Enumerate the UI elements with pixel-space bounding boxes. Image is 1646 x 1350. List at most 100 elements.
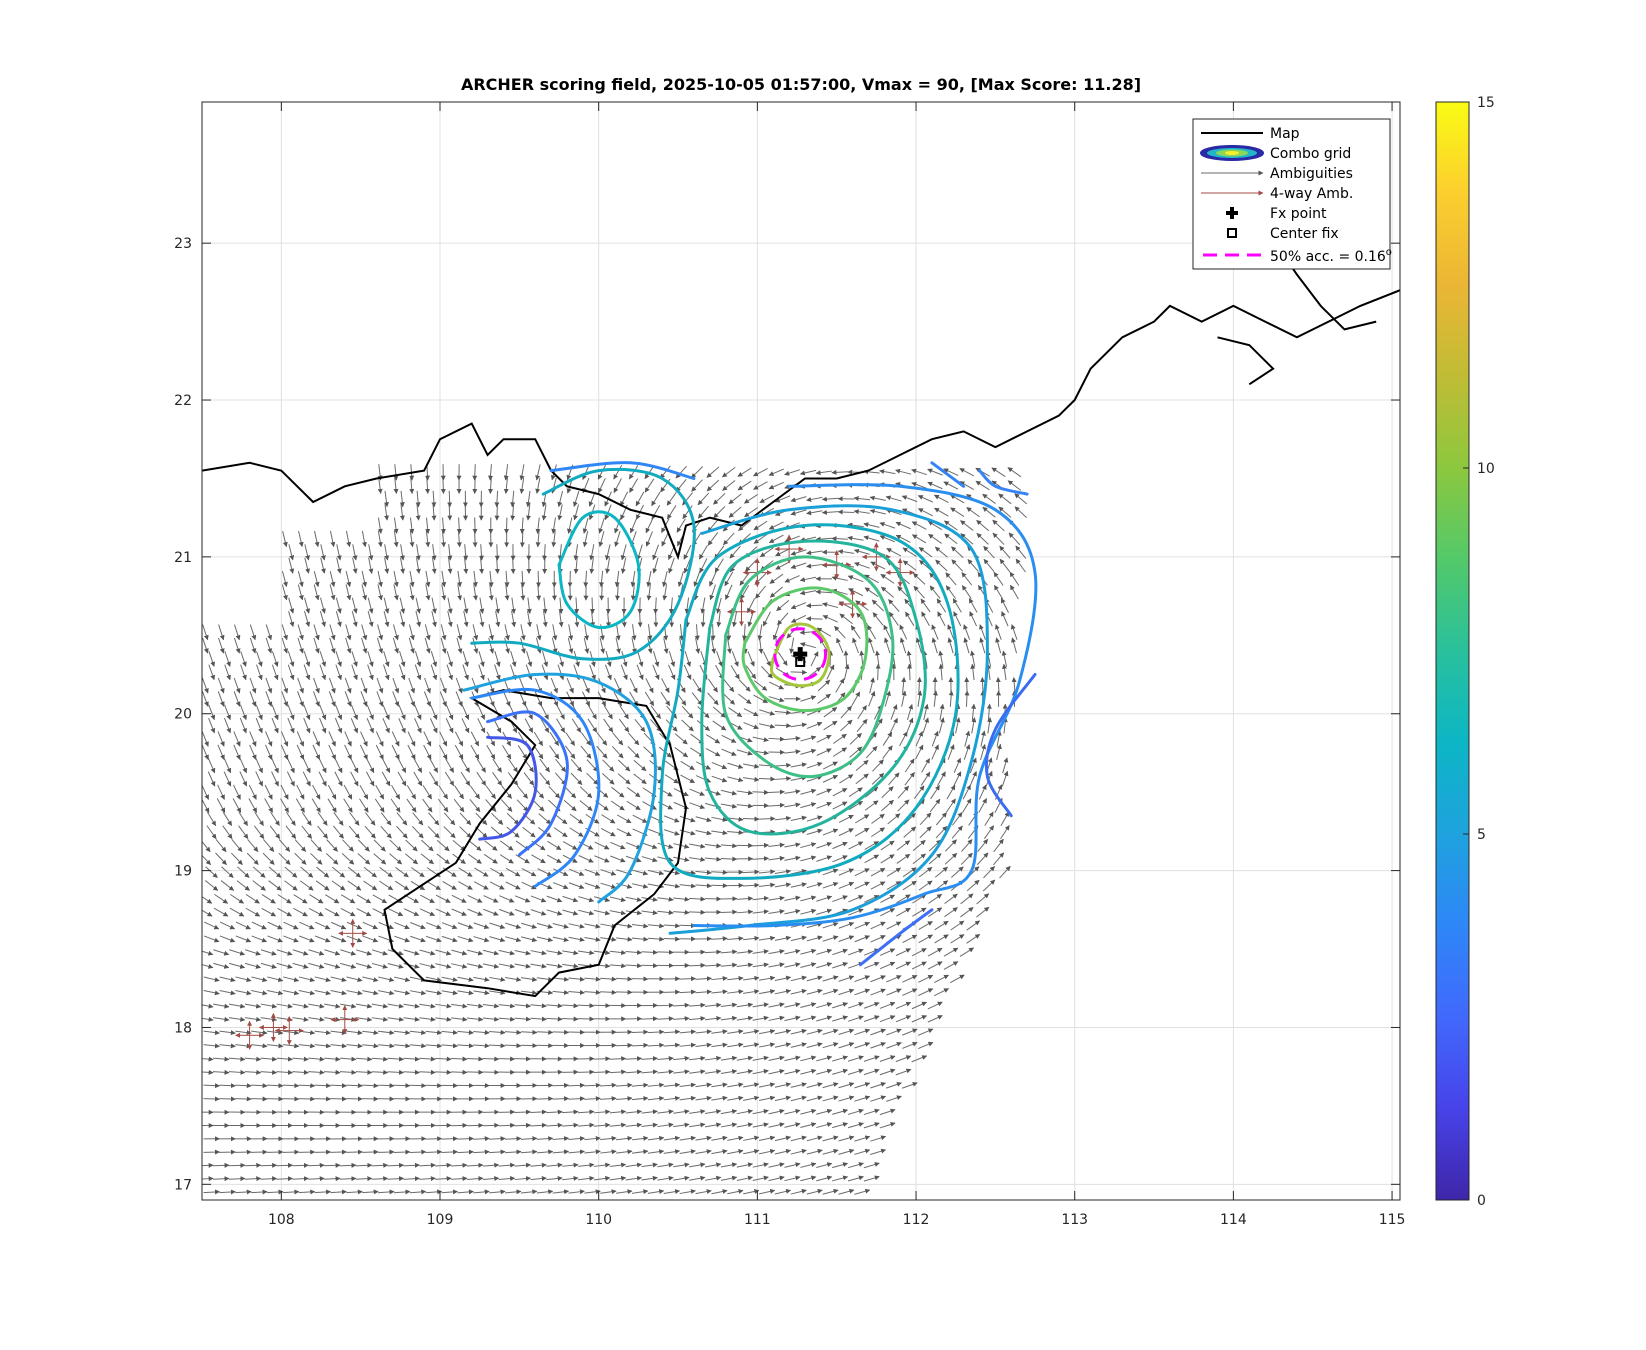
ambiguity-arrow <box>441 1030 458 1035</box>
ambiguity-arrow <box>546 1175 563 1181</box>
ambiguity-arrow <box>451 1056 468 1062</box>
ambiguity-arrow <box>371 1056 389 1062</box>
ambiguity-arrow <box>498 1003 516 1009</box>
ambiguity-arrow <box>235 1189 252 1195</box>
ambiguity-arrow <box>727 1189 744 1195</box>
ambiguity-arrow <box>863 1015 880 1022</box>
ambiguity-arrow <box>774 1188 792 1195</box>
ambiguity-arrow <box>504 1136 522 1142</box>
ambiguity-arrow <box>451 1003 468 1009</box>
ambiguity-arrow <box>736 1002 754 1008</box>
ambiguity-arrow <box>562 1016 579 1022</box>
ambiguity-arrow <box>213 1003 230 1009</box>
ambiguity-arrow <box>879 1122 896 1129</box>
ambiguity-arrow <box>609 1122 627 1128</box>
ambiguity-arrow <box>308 1176 325 1182</box>
ambiguity-arrow <box>403 1003 420 1009</box>
ambiguity-arrow <box>584 1096 601 1102</box>
ambiguity-arrow <box>711 1095 728 1101</box>
ambiguity-arrow <box>832 1175 849 1182</box>
ambiguity-arrow <box>838 1028 855 1036</box>
ambiguity-arrow <box>593 1056 611 1062</box>
ambiguity-arrow <box>514 1003 531 1009</box>
ambiguity-arrow <box>482 1176 500 1182</box>
ambiguity-arrow <box>308 1162 325 1168</box>
legend-label: Combo grid <box>1270 146 1351 162</box>
ambiguity-arrow <box>498 1056 516 1062</box>
ambiguity-arrow <box>631 1082 649 1088</box>
ambiguity-arrow <box>625 1109 643 1115</box>
ambiguity-arrow <box>758 776 776 782</box>
ambiguity-arrow <box>870 1135 887 1142</box>
ambiguity-arrow <box>902 1081 918 1089</box>
ambiguity-arrow <box>673 1162 690 1168</box>
ambiguity-arrow <box>768 1175 785 1182</box>
ambiguity-arrow <box>260 1003 278 1009</box>
ambiguity-arrow <box>838 1148 855 1155</box>
ambiguity-arrow <box>625 1162 643 1168</box>
ambiguity-arrow <box>704 1069 722 1075</box>
ambiguity-arrow <box>498 1176 516 1182</box>
ambiguity-arrow <box>600 1189 617 1195</box>
ambiguity-arrow <box>324 1162 341 1168</box>
ambiguity-arrow <box>758 816 776 822</box>
ambiguity-arrow <box>489 1136 506 1142</box>
ambiguity-arrow <box>720 1002 738 1008</box>
legend-label-superscript: o <box>1386 247 1392 258</box>
ambiguity-arrow <box>466 1003 484 1009</box>
ambiguity-arrow <box>403 1069 420 1075</box>
ambiguity-arrow <box>562 1175 579 1181</box>
ambiguity-arrow <box>371 1069 389 1075</box>
ambiguity-arrow <box>711 1082 728 1088</box>
ambiguity-arrow <box>409 1030 427 1036</box>
ambiguity-arrow <box>425 1189 443 1195</box>
ambiguity-arrow <box>927 1015 943 1023</box>
y-tick-label: 21 <box>174 550 192 566</box>
ambiguity-arrow <box>616 1042 633 1048</box>
ambiguity-arrow <box>355 1162 373 1168</box>
ambiguity-arrow <box>673 1175 690 1181</box>
ambiguity-arrow <box>530 1109 547 1115</box>
ambiguity-arrow <box>536 1149 554 1155</box>
ambiguity-arrow <box>276 1176 294 1182</box>
ambiguity-arrow <box>593 1069 611 1075</box>
ambiguity-arrow <box>260 1056 278 1062</box>
ambiguity-arrow <box>546 1122 563 1128</box>
ambiguity-arrow <box>752 1108 769 1115</box>
ambiguity-arrow <box>663 1082 681 1088</box>
ambiguity-arrow <box>552 1189 570 1195</box>
ambiguity-arrow <box>736 1069 754 1075</box>
ambiguity-arrow <box>251 1043 268 1049</box>
x-tick-label: 113 <box>1061 1212 1088 1228</box>
ambiguity-arrow <box>822 1188 839 1195</box>
ambiguity-arrow <box>863 1175 880 1182</box>
ambiguity-arrow <box>625 1175 643 1181</box>
ambiguity-arrow <box>784 1175 801 1182</box>
ambiguity-arrow <box>435 1069 452 1075</box>
ambiguity-arrow <box>514 1122 532 1128</box>
y-tick-label: 19 <box>174 864 192 880</box>
ambiguity-arrow <box>838 1095 855 1102</box>
legend-label: Ambiguities <box>1270 166 1353 182</box>
ambiguity-arrow <box>228 1176 246 1182</box>
colorbar-tick-label: 10 <box>1477 461 1495 477</box>
ambiguity-arrow <box>847 1108 864 1115</box>
ambiguity-arrow <box>847 1122 864 1129</box>
ambiguity-arrow <box>330 1189 347 1195</box>
ambiguity-arrow <box>552 1136 570 1142</box>
ambiguity-arrow <box>784 1068 801 1075</box>
ambiguity-arrow <box>600 1082 617 1088</box>
ambiguity-arrow <box>774 1148 792 1155</box>
ambiguity-arrow <box>593 1162 611 1168</box>
ambiguity-arrow <box>743 1135 760 1141</box>
ambiguity-arrow <box>616 1096 633 1102</box>
ambiguity-arrow <box>419 1016 436 1022</box>
ambiguity-arrow <box>435 1016 452 1022</box>
ambiguity-arrow <box>292 1016 309 1022</box>
ambiguity-arrow <box>466 1176 484 1182</box>
ambiguity-arrow <box>736 1175 753 1181</box>
ambiguity-arrow <box>584 1082 601 1088</box>
ambiguity-arrow <box>710 624 716 641</box>
ambiguity-arrow <box>282 1030 300 1036</box>
ambiguity-arrow <box>324 1176 341 1182</box>
